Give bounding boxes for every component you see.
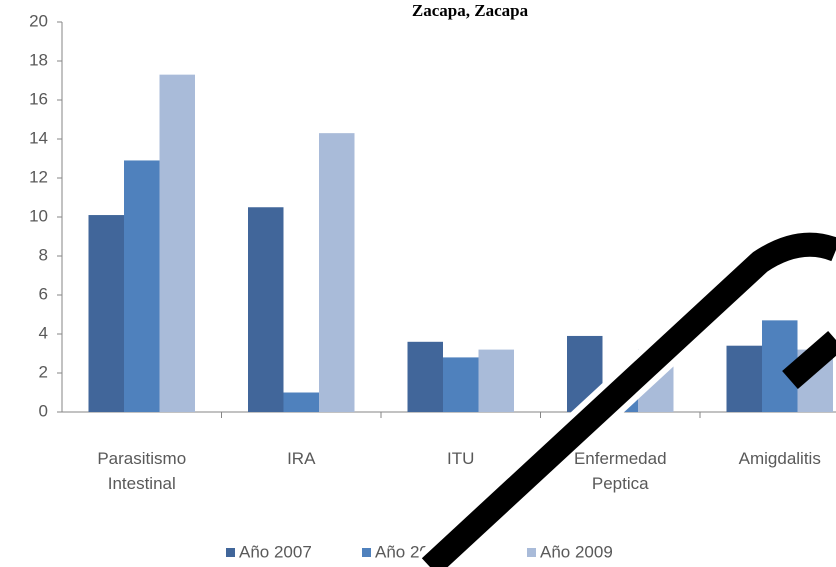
bar — [88, 215, 124, 412]
y-tick-label: 4 — [39, 323, 48, 342]
chart-title: Zacapa, Zacapa — [412, 1, 529, 20]
y-tick-label: 0 — [39, 401, 48, 420]
x-tick-label: Amigdalitis — [738, 449, 821, 468]
legend-swatch — [527, 548, 536, 557]
bar — [478, 349, 514, 412]
y-tick-label: 16 — [29, 89, 48, 108]
bar — [248, 207, 284, 412]
legend-swatch — [362, 548, 371, 557]
bar — [726, 345, 762, 412]
y-tick-label: 2 — [39, 362, 48, 381]
x-tick-label: Parasitismo Intestinal — [97, 449, 187, 493]
bar — [159, 74, 195, 413]
bar — [283, 392, 319, 412]
bar — [319, 133, 355, 412]
bar — [407, 341, 443, 412]
watermark — [421, 232, 836, 567]
y-tick-label: 14 — [29, 128, 48, 147]
x-tick-label: IRA — [287, 449, 316, 468]
y-tick-label: 10 — [29, 206, 48, 225]
x-tick-label: ITU — [447, 449, 475, 468]
y-tick-label: 18 — [29, 50, 48, 69]
legend-label: Año 2007 — [239, 542, 312, 561]
y-tick-label: 12 — [29, 167, 48, 186]
y-tick-label: 20 — [29, 11, 48, 30]
y-tick-label: 6 — [39, 284, 48, 303]
y-tick-label: 8 — [39, 245, 48, 264]
watermark — [782, 330, 836, 390]
x-tick-label: Enfermedad Peptica — [573, 449, 667, 493]
bar — [443, 357, 479, 412]
legend-swatch — [226, 548, 235, 557]
legend-label: Año 2009 — [540, 542, 613, 561]
bar — [124, 160, 160, 412]
